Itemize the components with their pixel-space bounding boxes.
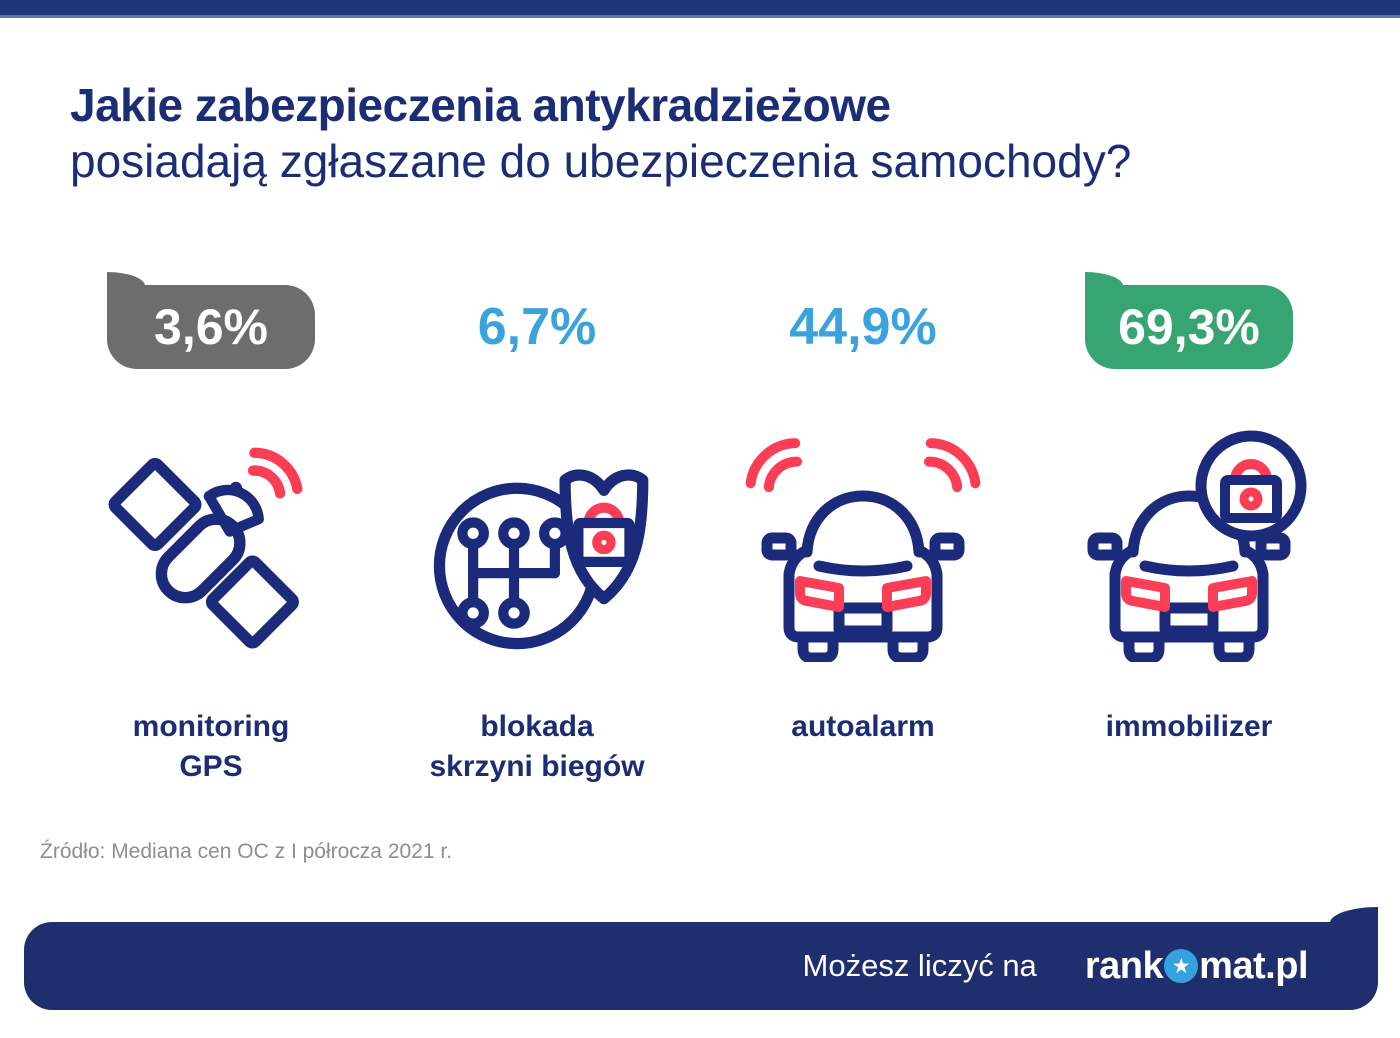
top-strip [0,0,1400,18]
icon-row [48,421,1352,671]
source-note: Źródło: Mediana cen OC z I półrocza 2021… [40,839,453,863]
pct-cell-immobilizer: 69,3% [1026,271,1352,377]
footer-bar: Możesz liczyć na rank ★ mat.pl [24,907,1378,1010]
item-label-autoalarm: autoalarm [791,709,935,743]
pct-cell-blokada: 6,7% [374,277,700,377]
icon-cell-monitoring-gps [48,421,374,671]
value-text: 6,7% [477,297,597,356]
value-text: 44,9% [789,297,937,356]
icon-cell-blokada [374,421,700,671]
pct-cell-monitoring-gps: 3,6% [48,271,374,377]
item-label-immobilizer: immobilizer [1105,709,1273,743]
car-alarm-icon [745,437,981,662]
label-row: monitoring GPS blokada skrzyni biegów au… [48,707,1352,788]
rankomat-star-icon: ★ [1164,949,1199,983]
gps-satellite-icon [108,447,303,649]
percentage-row: 3,6% 6,7% 44,9% 69,3% [48,271,1352,377]
star-glyph: ★ [1171,954,1191,978]
gearbox-lock-shield-icon [433,469,648,650]
gray-value-badge: 3,6% [107,271,315,369]
item-label-blokada: blokada skrzyni biegów [429,709,645,784]
logo-suffix: mat.pl [1199,944,1308,987]
icon-cell-immobilizer [1026,421,1352,671]
rankomat-logo: rank ★ mat.pl [1084,944,1309,988]
green-value-badge: 69,3% [1085,271,1293,369]
car-immobilizer-icon [1069,430,1307,662]
page-title-line2: posiadają zgłaszane do ubezpieczenia sam… [70,135,1132,188]
logo-prefix: rank [1084,944,1164,987]
footer-tagline: Możesz liczyć na [802,948,1037,983]
item-label-monitoring-gps: monitoring GPS [132,709,290,784]
pct-cell-autoalarm: 44,9% [700,277,1026,377]
page-title-line1: Jakie zabezpieczenia antykradzieżowe [70,79,891,131]
icon-cell-autoalarm [700,421,1026,671]
title-block: Jakie zabezpieczenia antykradzieżowe pos… [70,78,1330,191]
